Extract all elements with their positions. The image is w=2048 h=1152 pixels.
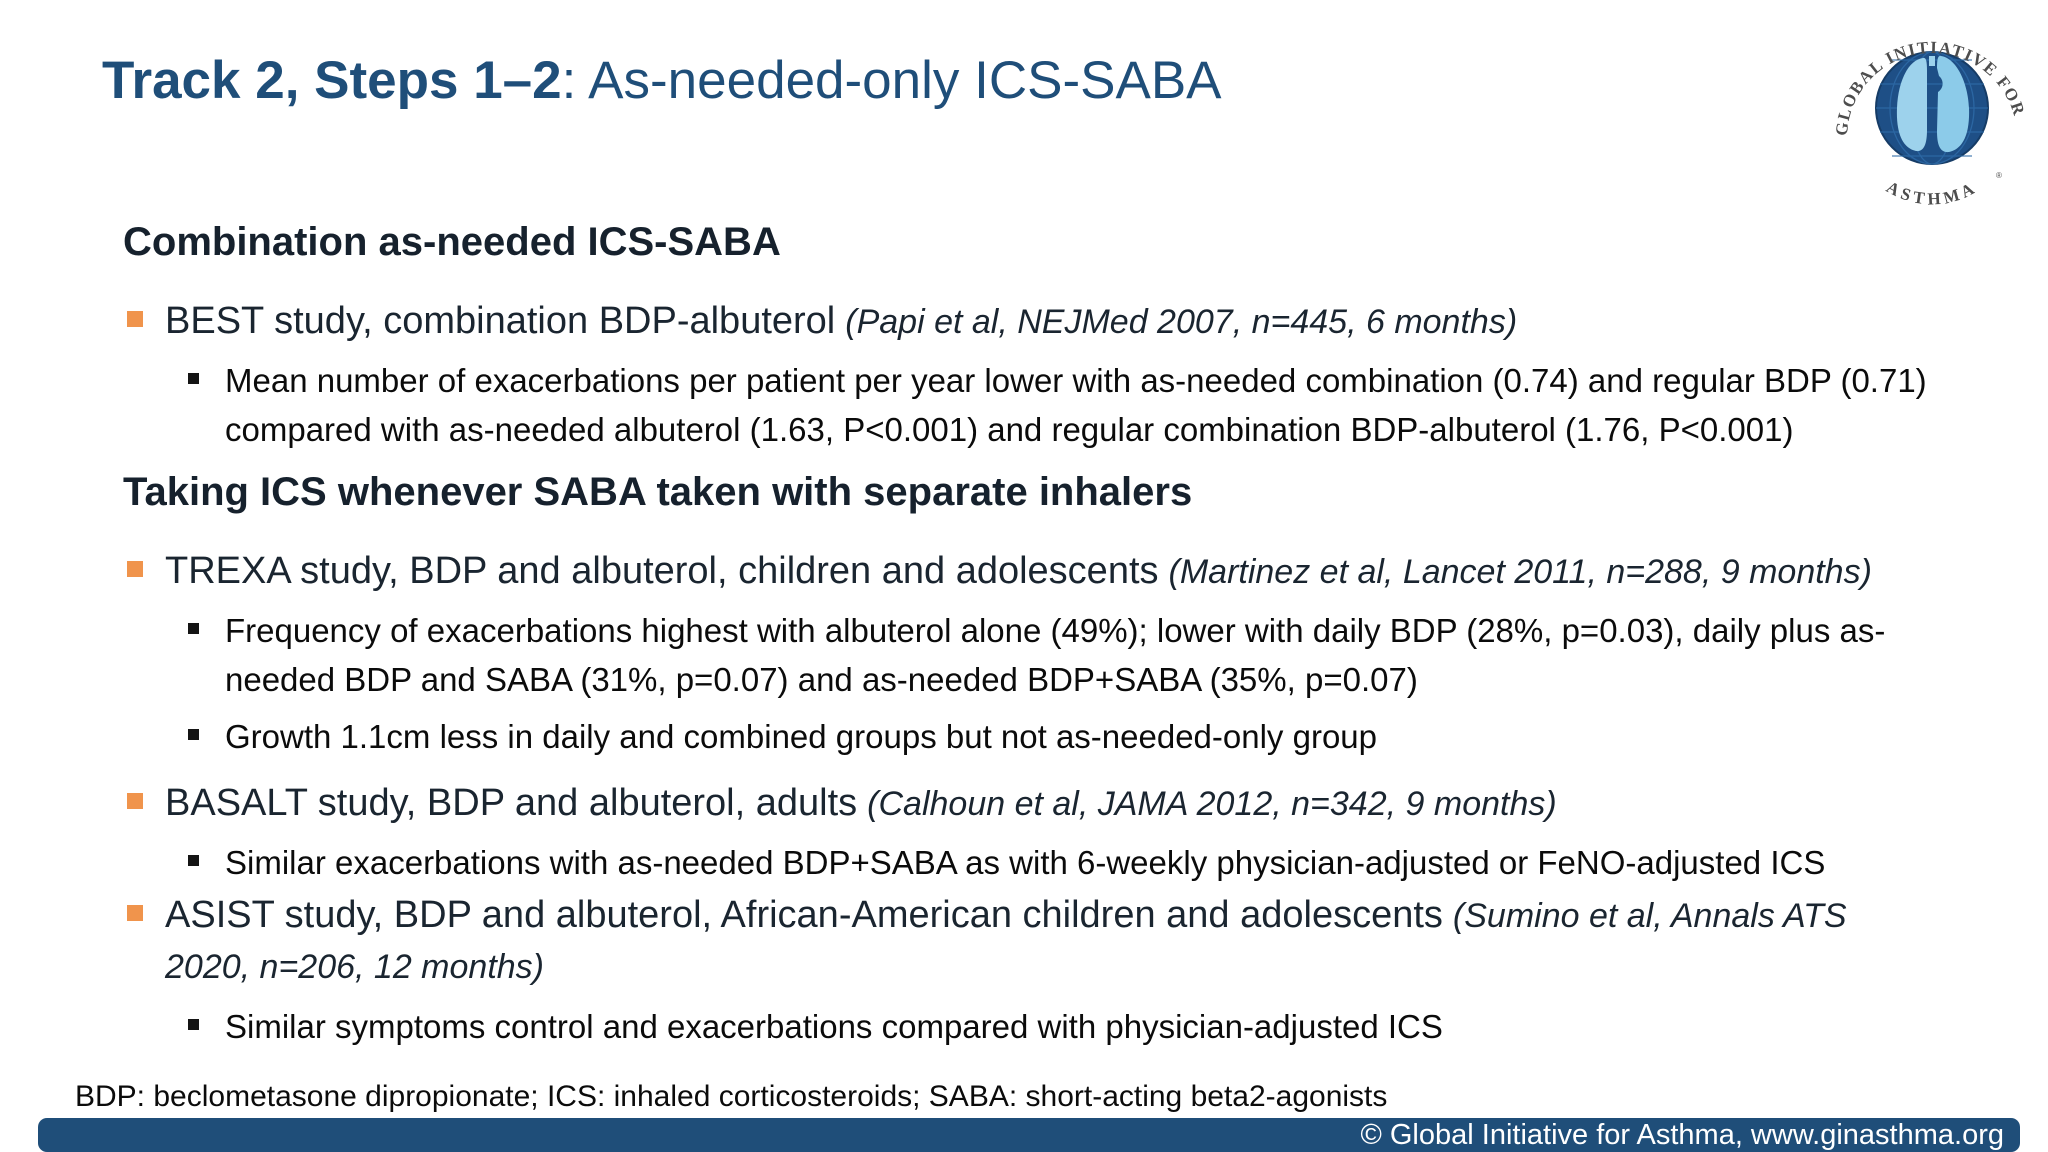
bullet-best-text: BEST study, combination BDP-albuterol (165, 300, 836, 342)
subbullet-asist-similar: Similar symptoms control and exacerbatio… (188, 1002, 1963, 1051)
black-square-bullet-icon (188, 623, 199, 634)
bullet-best-citation: (Papi et al, NEJMed 2007, n=445, 6 month… (845, 303, 1518, 341)
bullet-best-study: BEST study, combination BDP-albuterol (Pa… (127, 296, 1913, 347)
orange-square-bullet-icon (127, 793, 143, 809)
subbullet-trexa-frequency-text: Frequency of exacerbations highest with … (225, 612, 1886, 698)
bullet-trexa-citation: (Martinez et al, Lancet 2011, n=288, 9 m… (1168, 553, 1872, 591)
page-title-bold: Track 2, Steps 1–2 (102, 51, 562, 110)
lungs-icon (1896, 55, 1970, 153)
black-square-bullet-icon (188, 729, 199, 740)
orange-square-bullet-icon (127, 561, 143, 577)
bullet-trexa-study: TREXA study, BDP and albuterol, children… (127, 546, 1913, 597)
bullet-basalt-citation: (Calhoun et al, JAMA 2012, n=342, 9 mont… (867, 785, 1557, 823)
section-heading-separate-inhalers: Taking ICS whenever SABA taken with sepa… (123, 470, 1193, 514)
bullet-basalt-study: BASALT study, BDP and albuterol, adults(… (127, 778, 1913, 829)
bullet-asist-text: ASIST study, BDP and albuterol, African-… (165, 894, 1443, 936)
section-heading-combination: Combination as-needed ICS-SABA (123, 220, 781, 264)
black-square-bullet-icon (188, 373, 199, 384)
page-title-rest: : As-needed-only ICS-SABA (561, 51, 1222, 110)
bullet-basalt-text: BASALT study, BDP and albuterol, adults (165, 782, 858, 824)
page-title: Track 2, Steps 1–2: As-needed-only ICS-S… (102, 48, 1222, 114)
bullet-trexa-text: TREXA study, BDP and albuterol, children… (165, 550, 1159, 592)
orange-square-bullet-icon (127, 905, 143, 921)
black-square-bullet-icon (188, 855, 199, 866)
subbullet-trexa-frequency: Frequency of exacerbations highest with … (188, 606, 1963, 704)
subbullet-best-text: Mean number of exacerbations per patient… (225, 362, 1927, 448)
bullet-asist-study: ASIST study, BDP and albuterol, African-… (127, 890, 1913, 992)
subbullet-basalt-similar: Similar exacerbations with as-needed BDP… (188, 838, 1963, 887)
subbullet-trexa-growth-text: Growth 1.1cm less in daily and combined … (225, 718, 1378, 755)
subbullet-trexa-growth: Growth 1.1cm less in daily and combined … (188, 712, 1963, 761)
copyright-text: © Global Initiative for Asthma, www.gina… (1360, 1118, 2004, 1151)
bullet-asist-citation: (Sumino et al, Annals ATS 2020, n=206, 1… (165, 897, 1847, 986)
subbullet-best-exacerbations: Mean number of exacerbations per patient… (188, 356, 1963, 454)
abbreviations-footnote: BDP: beclometasone dipropionate; ICS: in… (75, 1080, 1388, 1113)
subbullet-basalt-text: Similar exacerbations with as-needed BDP… (225, 844, 1826, 881)
gina-logo: GLOBAL INITIATIVE FOR ASTHMA ® (1832, 38, 2028, 209)
logo-registered-mark: ® (1996, 171, 2002, 180)
subbullet-asist-text: Similar symptoms control and exacerbatio… (225, 1008, 1443, 1045)
black-square-bullet-icon (188, 1019, 199, 1030)
orange-square-bullet-icon (127, 311, 143, 327)
logo-arc-text-bottom: ASTHMA (1883, 177, 1980, 208)
footer-bar: © Global Initiative for Asthma, www.gina… (38, 1118, 2020, 1152)
